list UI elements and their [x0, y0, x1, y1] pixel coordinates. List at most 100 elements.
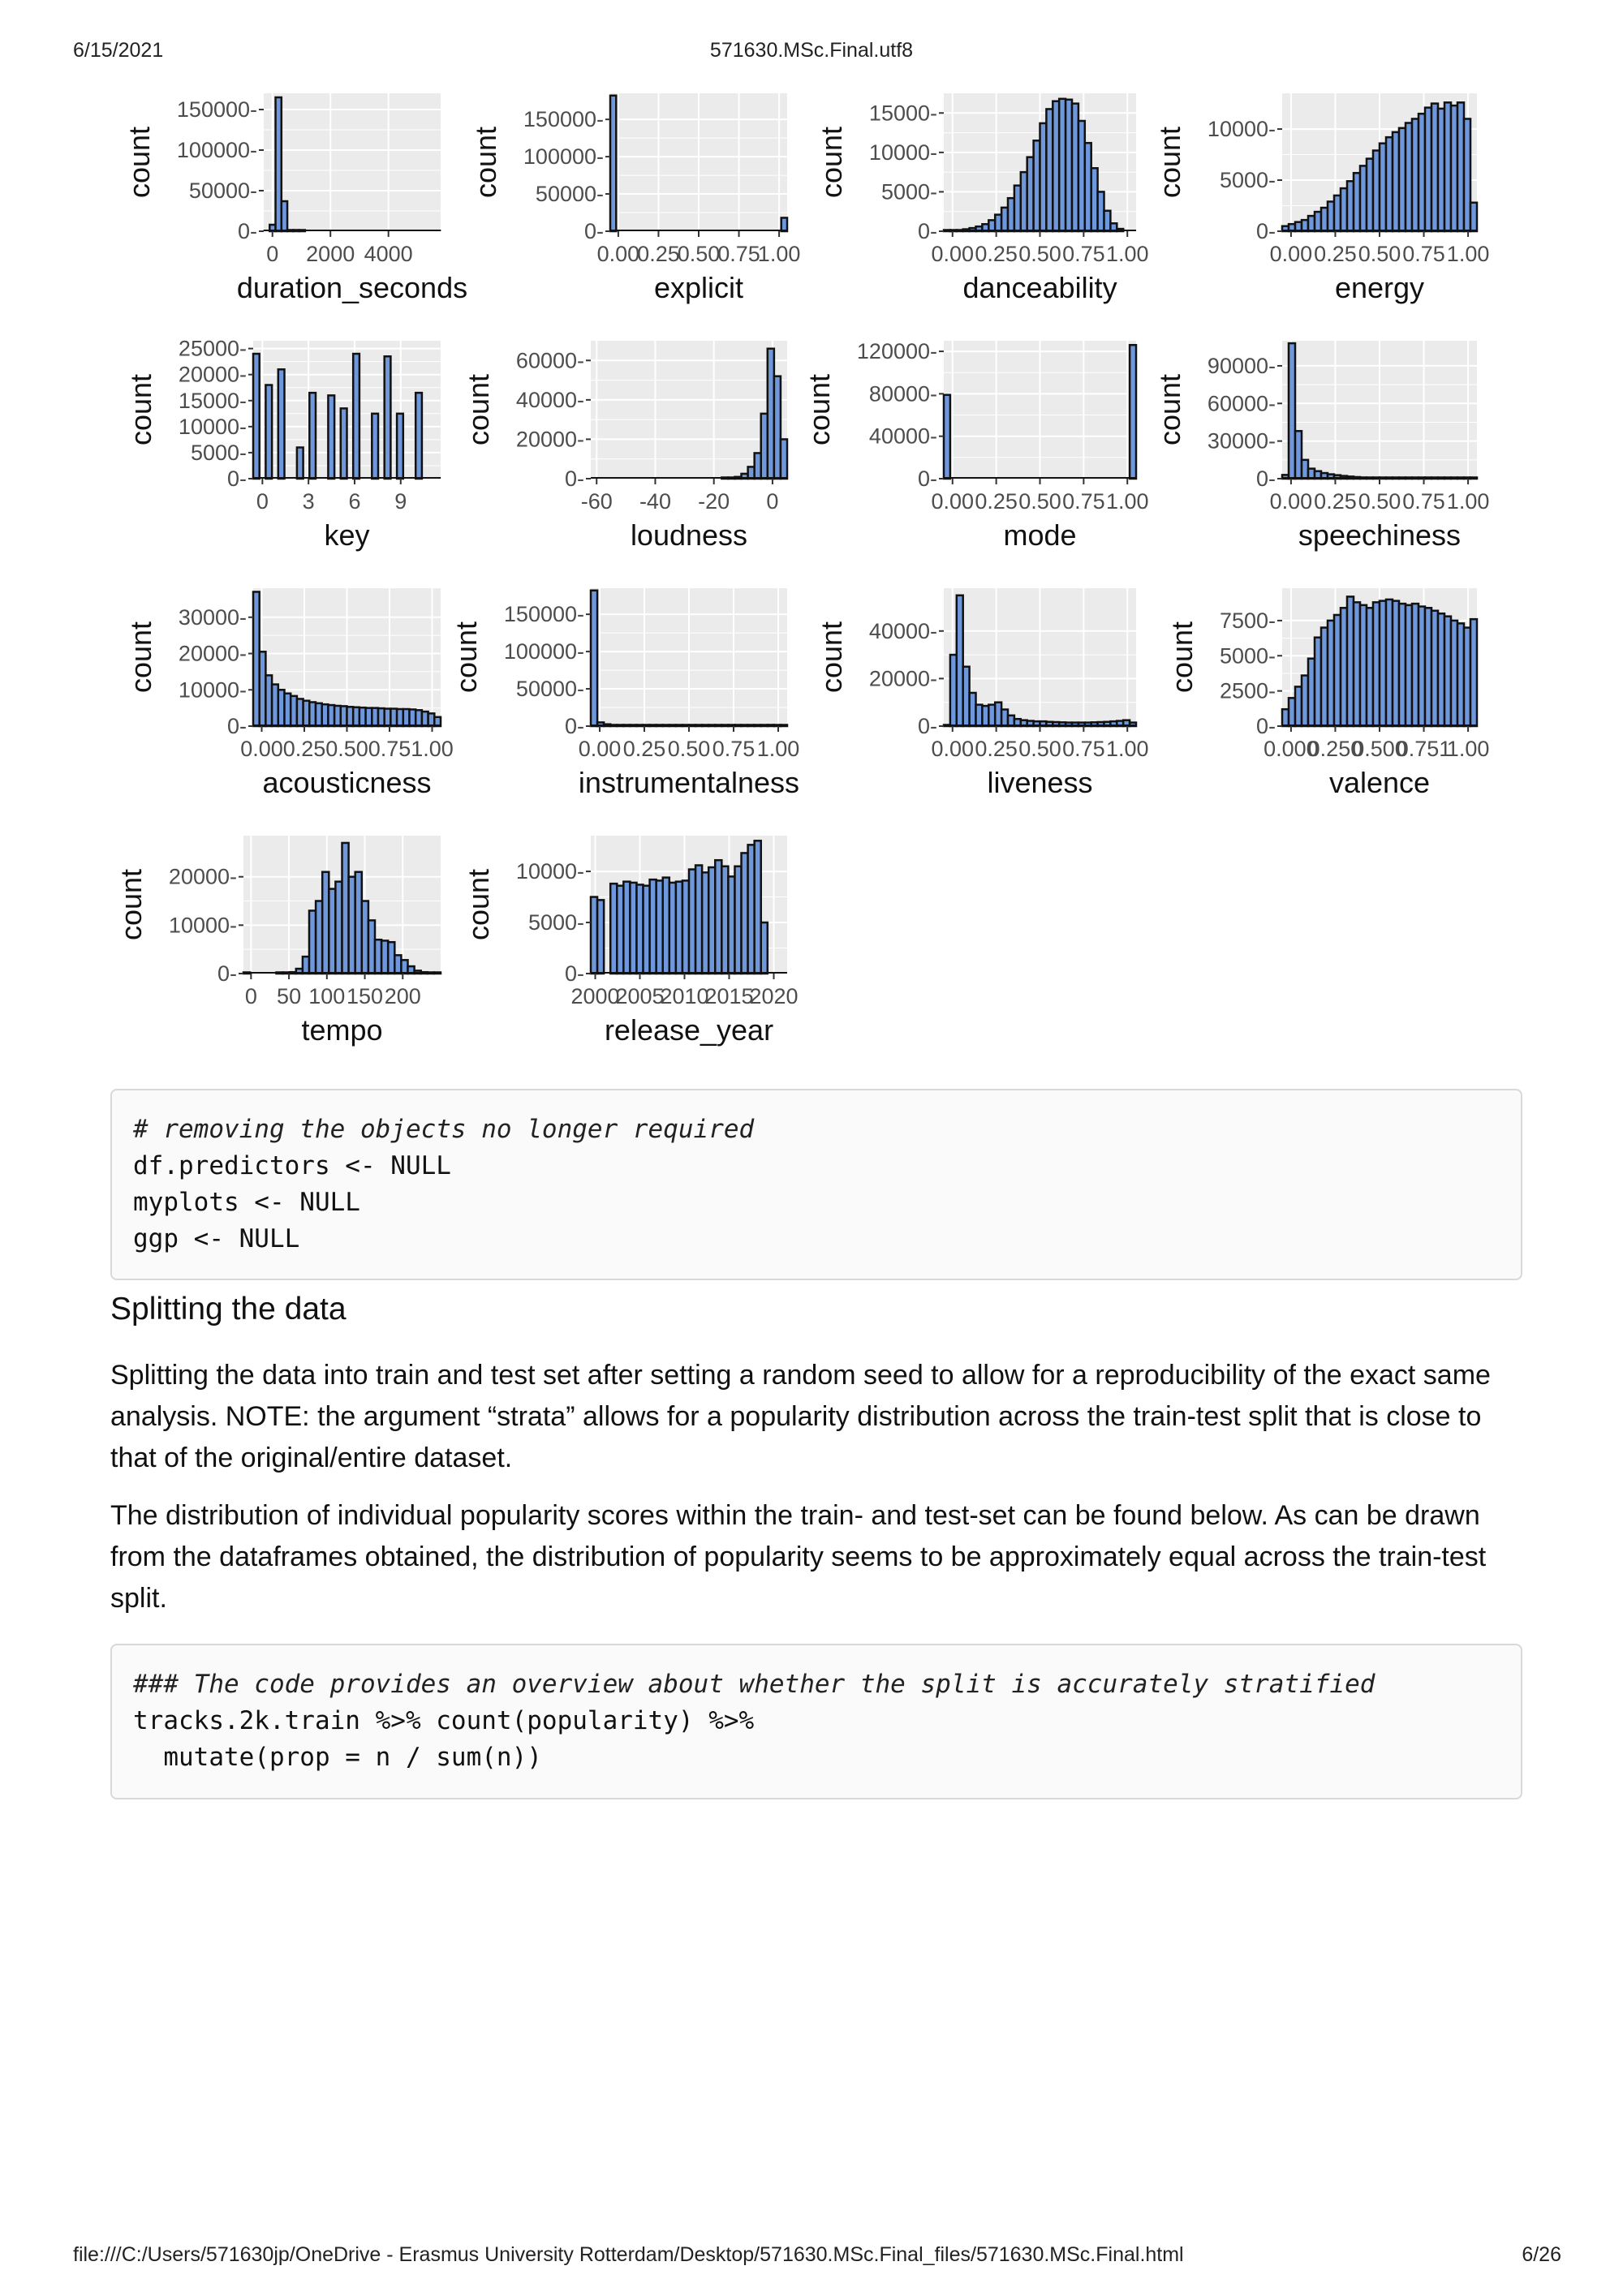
footer-file-path: file:///C:/Users/571630jp/OneDrive - Era…	[73, 2243, 1184, 2266]
x-tick-label: 0.50	[678, 242, 721, 266]
histogram-explicit: 0- 50000- 100000- 150000- 0.000.250.500.751.…	[469, 93, 800, 304]
y-tick-label: 0-	[227, 467, 247, 491]
y-tick-label: 50000-	[189, 178, 257, 203]
histogram-bar	[265, 384, 273, 480]
x-tick-label: -40	[639, 489, 671, 514]
y-tick-label: 30000-	[1208, 429, 1276, 454]
histogram-bar	[371, 412, 380, 480]
section-title: Splitting the data	[110, 1292, 347, 1326]
x-tick-label: 0.50	[1018, 242, 1061, 266]
x-tick-label: 0	[256, 489, 269, 514]
x-axis-label: mode	[1003, 518, 1076, 552]
x-tick-label: 2020	[749, 984, 798, 1008]
y-tick-label: 2500-	[1220, 679, 1276, 703]
code-line: mutate(prop = n / sum(n))	[133, 1743, 542, 1772]
y-tick-label: 20000-	[869, 666, 937, 690]
histogram-bar	[308, 391, 317, 480]
x-axis-label: speechiness	[1298, 518, 1461, 552]
y-tick-label: 0-	[565, 714, 584, 738]
histogram-loudness: 0- 20000- 40000- 60000- -60 -40 -20 0 loudness co…	[462, 341, 789, 552]
y-tick-label: 20000-	[179, 642, 247, 666]
y-tick-label: 0-	[565, 467, 584, 491]
y-axis-label: count	[469, 127, 502, 198]
histogram-bar	[277, 368, 286, 480]
histogram-bar	[327, 394, 336, 480]
x-tick-label: 6	[348, 489, 360, 514]
y-axis-label: count	[123, 127, 156, 198]
x-tick-label: 1.00	[1106, 737, 1149, 761]
code-line: myplots <- NULL	[133, 1188, 360, 1217]
histogram-energy: 0- 5000- 10000- 0.00 0.25 0.50 0.75 1.00 energy c…	[1153, 93, 1489, 304]
y-tick-label: 150000-	[504, 602, 584, 626]
y-tick-label: 0-	[565, 961, 584, 986]
histogram-mode: 0- 40000- 80000- 120000- 0.00 0.25 0.50 0.75 1.0…	[803, 339, 1149, 552]
plot-panel	[264, 93, 441, 231]
y-tick-label: 5000-	[881, 179, 937, 204]
x-tick-label: 2000	[570, 984, 619, 1008]
x-tick-label: 0.25	[623, 737, 666, 761]
x-tick-label: 0.50	[1358, 242, 1401, 266]
histogram-instrumentalness: 0- 50000- 100000- 150000- 0.00 0.25 0.50 0.75 1.…	[450, 588, 799, 799]
y-tick-label: 0-	[227, 714, 247, 738]
histogram-danceability: 0- 5000- 10000- 15000- 0.00 0.25 0.50 0.75 1.00 d…	[815, 93, 1149, 304]
x-axis-label: energy	[1335, 271, 1424, 304]
histogram-valence: 0- 2500- 5000- 7500- 0.0000.2500.5000.7511.0…	[1165, 588, 1489, 799]
y-tick-label: 100000-	[177, 138, 257, 162]
x-axis-label: release_year	[605, 1013, 773, 1047]
x-tick-label: 0.75	[368, 737, 411, 761]
x-tick-label: 1.00	[757, 737, 800, 761]
y-tick-label: 25000-	[179, 337, 247, 361]
header-doc-title: 571630.MSc.Final.utf8	[709, 39, 914, 62]
y-axis-label: count	[1153, 127, 1186, 198]
x-tick-label: 2010	[660, 984, 708, 1008]
y-tick-label: 5000-	[1220, 643, 1276, 668]
x-tick-label: 0.500	[1352, 737, 1407, 761]
y-tick-label: 50000-	[516, 677, 584, 701]
y-tick-label: 50000-	[536, 182, 604, 206]
y-tick-label: 0-	[217, 961, 237, 986]
x-axis-label: valence	[1329, 766, 1430, 799]
x-tick-label: 2005	[615, 984, 664, 1008]
histogram-bar	[589, 589, 599, 728]
x-axis-label: key	[324, 518, 369, 552]
x-tick-label: 0.50	[325, 737, 368, 761]
x-tick-label: 0.25	[975, 242, 1018, 266]
histogram-bar	[351, 352, 361, 480]
y-tick-label: 10000-	[1208, 117, 1276, 141]
x-tick-label: 0.50	[1358, 489, 1401, 514]
x-tick-label: 0.75	[712, 737, 756, 761]
paragraph-distribution: The distribution of individual popularit…	[110, 1500, 1487, 1614]
x-tick-label: 0.000	[1264, 737, 1319, 761]
y-tick-label: 40000-	[869, 424, 937, 449]
y-tick-label: 80000-	[869, 381, 937, 406]
y-tick-label: 0-	[1256, 219, 1276, 243]
histogram-bar	[414, 391, 424, 480]
x-tick-label: 2015	[704, 984, 753, 1008]
y-axis-label: count	[124, 621, 157, 693]
histogram-bar	[252, 352, 260, 480]
x-tick-label: 0.75	[1062, 242, 1105, 266]
y-tick-label: 10000-	[169, 913, 237, 937]
histogram-bar	[779, 438, 789, 480]
y-tick-label: 20000-	[179, 363, 247, 387]
x-tick-label: 0.00	[1270, 489, 1313, 514]
histogram-bar	[1128, 343, 1138, 480]
histogram-bar	[942, 393, 952, 480]
x-tick-label: 1.00	[758, 242, 801, 266]
y-tick-label: 120000-	[857, 339, 937, 363]
x-axis-label: instrumentalness	[579, 766, 799, 799]
x-tick-label: 1.00	[1106, 242, 1149, 266]
y-tick-label: 40000-	[516, 388, 584, 412]
y-tick-label: 90000-	[1208, 354, 1276, 378]
y-tick-label: 0-	[584, 219, 604, 243]
histogram-bar	[383, 355, 392, 480]
y-tick-label: 100000-	[523, 144, 604, 169]
x-tick-label: 50	[277, 984, 301, 1008]
x-tick-label: 100	[308, 984, 345, 1008]
x-tick-label: 0.00	[931, 737, 974, 761]
histogram-bar	[295, 446, 304, 480]
y-tick-label: 150000-	[523, 107, 604, 131]
histogram-bar	[760, 921, 769, 975]
y-tick-label: 20000-	[169, 865, 237, 889]
x-tick-label: 0.25	[975, 489, 1018, 514]
